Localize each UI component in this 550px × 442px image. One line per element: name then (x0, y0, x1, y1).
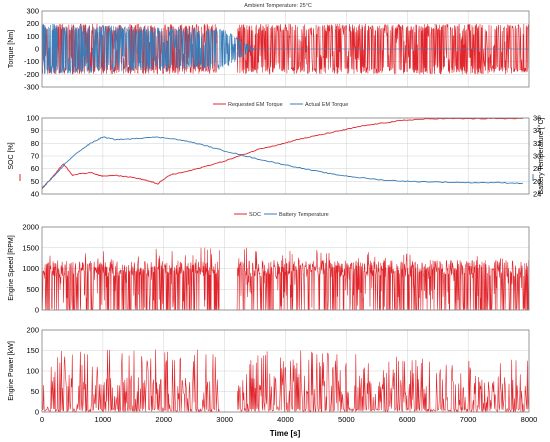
y-tick-label: -100 (24, 57, 39, 66)
engine-power-series (42, 349, 529, 412)
y2-tick-label: 32 (533, 139, 541, 148)
engine-power-y-axis-label: Engine Power [kW] (8, 341, 15, 401)
legend-label-soc: SOC (249, 212, 261, 218)
y-tick-label: -200 (24, 70, 39, 79)
y-tick-label: 50 (31, 387, 39, 396)
x-tick-label: 2000 (155, 415, 172, 424)
y-tick-label: 100 (26, 32, 39, 41)
x-tick-label: 8000 (521, 415, 538, 424)
y-tick-label: 1000 (22, 264, 39, 273)
series-clip-group (42, 23, 529, 75)
engine-speed-y-axis-label: Engine Speed [RPM] (8, 235, 15, 300)
x-tick-label: 3000 (216, 415, 233, 424)
soc-y-ticks: 40 50 60 70 80 90 100 (26, 114, 39, 199)
y-tick-label: 150 (26, 346, 39, 355)
series-clip-group (42, 247, 529, 310)
y2-tick-label: 24 (533, 190, 541, 199)
y-tick-label: 0 (35, 408, 39, 417)
y-tick-label: -300 (24, 83, 39, 92)
torque-y-ticks: -300 -200 -100 0 100 200 300 (24, 7, 39, 92)
y-tick-label: 300 (26, 7, 39, 16)
time-x-axis-label: Time [s] (270, 429, 301, 438)
engine-speed-panel: 0 500 1000 1500 2000 Engine Speed [RPM] (8, 223, 530, 315)
y-tick-label: 0 (35, 45, 39, 54)
engine-speed-y-ticks: 0 500 1000 1500 2000 (22, 223, 39, 315)
x-tick-label: 4000 (277, 415, 294, 424)
battery-temperature-line (42, 136, 523, 189)
battery-temp-y-ticks: 24 26 28 30 32 34 36 (533, 114, 541, 199)
torque-legend: Requested EM Torque Actual EM Torque (213, 102, 348, 108)
y-tick-label: 500 (26, 285, 39, 294)
torque-plot-frame (41, 10, 530, 88)
time-x-ticks: 0 1000 2000 3000 4000 5000 6000 7000 8000 (40, 415, 537, 424)
x-tick-label: 0 (40, 415, 44, 424)
y2-tick-label: 34 (533, 126, 541, 135)
torque-panel: Ambient Temperature: 25°C -300 -200 -100 0 1… (8, 3, 530, 92)
y-tick-label: 60 (31, 164, 39, 173)
series-clip-group (42, 118, 523, 190)
y-tick-label: 200 (26, 19, 39, 28)
torque-chart-title: Ambient Temperature: 25°C (244, 3, 312, 9)
y-tick-label: 80 (31, 139, 39, 148)
y-tick-label: 100 (26, 367, 39, 376)
engine-power-panel: 0 50 100 150 200 0 1000 2000 3000 4000 5000 6000 70… (8, 326, 537, 439)
soc-legend: SOC Battery Temperature (234, 212, 329, 218)
x-tick-label: 6000 (399, 415, 416, 424)
x-tick-label: 7000 (460, 415, 477, 424)
soc-plot-frame (41, 117, 530, 195)
y-tick-label: 90 (31, 126, 39, 135)
y-tick-label: 70 (31, 152, 39, 161)
series-clip-group (42, 349, 529, 412)
x-tick-label: 5000 (338, 415, 355, 424)
y-tick-label: 0 (35, 306, 39, 315)
y-tick-label: 1500 (22, 243, 39, 252)
y-tick-label: 200 (26, 326, 39, 335)
series-line (42, 349, 529, 412)
engine-power-plot-frame (41, 329, 530, 413)
y2-tick-label: 30 (533, 152, 541, 161)
legend-label-actual: Actual EM Torque (305, 102, 348, 108)
legend-label-requested: Requested EM Torque (228, 102, 283, 108)
engine-speed-plot-frame (41, 226, 530, 311)
soc-panel: 40 50 60 70 80 90 100 24 26 28 30 32 34 36 SOC [%] B… (8, 114, 545, 199)
actual-em-torque-line (42, 23, 529, 75)
engine-speed-series (42, 247, 529, 310)
legend-label-battery-temp: Battery Temperature (279, 212, 329, 218)
y2-tick-label: 26 (533, 177, 541, 186)
torque-y-axis-label: Torque [Nm] (8, 30, 15, 68)
soc-line (42, 118, 523, 190)
torque-series (42, 23, 529, 75)
x-tick-label: 1000 (95, 415, 112, 424)
soc-series (42, 118, 523, 190)
battery-temp-y-axis-label: Battery Temperature [°C] (537, 117, 545, 194)
y-tick-label: 100 (26, 114, 39, 123)
y2-tick-label: 28 (533, 164, 541, 173)
series-line (42, 247, 529, 310)
y-tick-label: 40 (31, 190, 39, 199)
engine-power-y-ticks: 0 50 100 150 200 (26, 326, 39, 417)
soc-y-axis-label: SOC [%] (8, 142, 15, 169)
y-tick-label: 50 (31, 177, 39, 186)
y-tick-label: 2000 (22, 223, 39, 232)
y2-tick-label: 36 (533, 114, 541, 123)
